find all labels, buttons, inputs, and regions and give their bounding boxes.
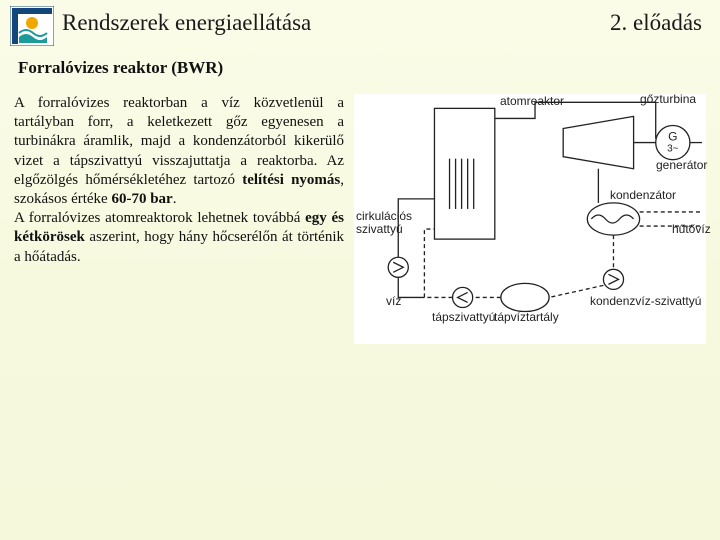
body-paragraph: A forralóvizes reaktorban a víz közvetle… xyxy=(14,94,344,526)
label-atomreaktor: atomreaktor xyxy=(500,94,564,108)
header: Rendszerek energiaellátása 2. előadás xyxy=(62,8,702,38)
lecture-number: 2. előadás xyxy=(610,10,702,36)
reactor-diagram: G 3~ atomreaktor gőzturbina generátor ko… xyxy=(354,94,706,344)
label-tapviztartaly: tápvíztartály xyxy=(494,310,559,324)
logo xyxy=(10,6,54,46)
page-title: Rendszerek energiaellátása xyxy=(62,10,311,36)
label-kondenzator: kondenzátor xyxy=(610,188,676,202)
generator-g: G xyxy=(668,130,677,144)
label-tapszivattyu: tápszivattyú xyxy=(432,310,495,324)
generator-3wave: 3~ xyxy=(667,144,679,155)
subheading: Forralóvizes reaktor (BWR) xyxy=(18,58,223,78)
label-kondenzviz: kondenzvíz-szivattyú xyxy=(590,294,701,308)
label-viz: víz xyxy=(386,294,401,308)
label-hutoviz: hűtővíz xyxy=(672,222,711,236)
content-row: A forralóvizes reaktorban a víz közvetle… xyxy=(14,94,706,526)
label-cirkulacios: cirkulációsszivattyú xyxy=(356,210,412,236)
label-gozturbina: gőzturbina xyxy=(640,92,696,106)
label-generator: generátor xyxy=(656,158,707,172)
